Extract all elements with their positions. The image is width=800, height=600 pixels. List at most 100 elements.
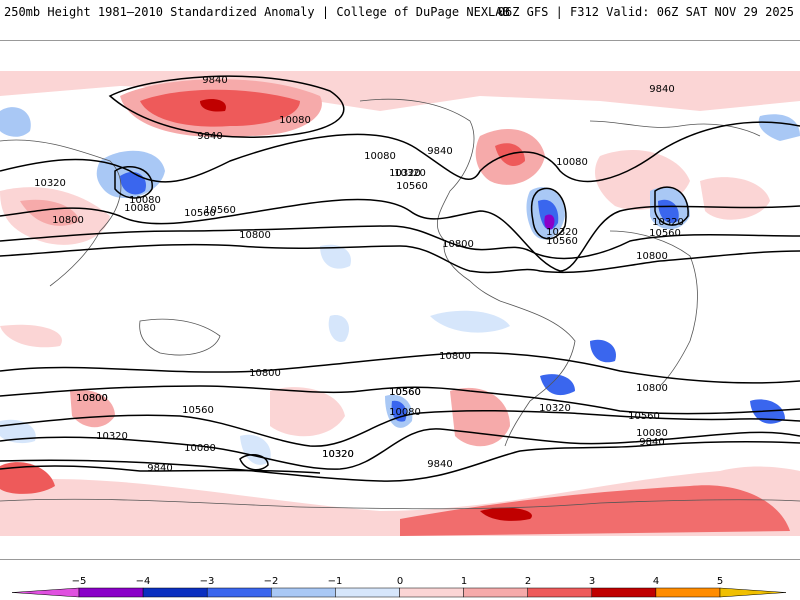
contour-label: 9840	[147, 463, 172, 474]
contour-10320-south	[0, 409, 800, 447]
contour-label: 9840	[639, 437, 664, 448]
contour-label: 10320	[546, 227, 578, 238]
contour-label: 10080	[389, 407, 421, 418]
coastlines	[0, 98, 800, 510]
contour-labels: 9840 10080 9840 10080 10320 10560 10800 …	[34, 75, 684, 474]
colorbar-ticks: −5 −4 −3 −2 −1 0 1 2 3 4 5	[72, 576, 724, 587]
colorbar-tick-label: 2	[525, 576, 531, 587]
contour-10080-south	[0, 428, 800, 470]
colorbar-swatch	[78, 587, 144, 598]
contour-label: 10320	[322, 449, 354, 460]
anomaly-antarctic-strong	[400, 485, 790, 536]
contour-closed-low-atlantic	[530, 187, 567, 240]
colorbar-swatch	[142, 587, 208, 598]
anomaly-map[interactable]: 9840 10080 9840 10080 10320 10560 10800 …	[0, 40, 800, 560]
anomaly-europe-neg2	[658, 199, 679, 223]
contour-label: 10800	[76, 393, 108, 404]
contour-label: 10800	[636, 251, 668, 262]
contour-label: 10320	[539, 403, 571, 414]
contour-9840-polar	[0, 465, 321, 474]
colorbar-swatch	[463, 587, 528, 598]
colorbar-swatch	[271, 587, 336, 598]
contour-label: 9840	[197, 131, 222, 142]
contour-label: 10800	[52, 215, 84, 226]
contour-label: 9840	[427, 459, 452, 470]
contour-9840-south	[0, 441, 800, 482]
contour-10560-south	[0, 385, 800, 415]
contour-9840-north	[108, 75, 345, 138]
anomaly-nepac-neg2	[120, 171, 146, 195]
colorbar-tick-label: −3	[200, 576, 215, 587]
contour-label: 10320	[96, 431, 128, 442]
contour-label: 10080	[279, 115, 311, 126]
anomaly-trop-5	[328, 315, 350, 342]
contour-label: 10560	[204, 205, 236, 216]
contour-label: 9840	[427, 146, 452, 157]
height-contours	[0, 75, 800, 482]
anomaly-alaska-core	[200, 99, 226, 112]
contour-label: 10800	[239, 230, 271, 241]
contour-label: 10080	[636, 428, 668, 439]
coast-south-america	[499, 300, 576, 447]
contour-label: 9840	[202, 75, 227, 86]
anomaly-antarctic-core	[480, 507, 532, 521]
contour-label: 10800	[439, 351, 471, 362]
contour-label: 9840	[649, 84, 674, 95]
anomaly-siberia-neg	[758, 114, 800, 141]
colorbar-tick-label: −1	[328, 576, 343, 587]
contour-label: 10320	[34, 178, 66, 189]
contour-label: 10080	[124, 203, 156, 214]
anomaly-asia-pos2	[20, 199, 80, 226]
map-title: 250mb Height 1981–2010 Standardized Anom…	[4, 5, 510, 19]
contour-label: 10560	[389, 387, 421, 398]
contour-10320-north	[0, 198, 800, 272]
anomaly-atlantic-core	[544, 214, 555, 230]
colorbar-tick-label: −5	[72, 576, 87, 587]
coast-north-america	[359, 98, 501, 302]
anomaly-sh-pos-4	[0, 462, 55, 494]
colorbar-swatch	[399, 587, 464, 598]
contour-label: 10320	[394, 168, 426, 179]
contour-label: 10080	[556, 157, 588, 168]
colorbar-swatches	[11, 587, 787, 598]
colorbar-tick-label: −4	[136, 576, 151, 587]
colorbar-tick-label: 0	[397, 576, 403, 587]
contour-label: 10560	[182, 405, 214, 416]
model-run-label: 06Z GFS | F312 Valid: 06Z SAT NOV 29 202…	[497, 5, 794, 19]
colorbar-arrow-high	[719, 587, 787, 598]
coast-antarctica	[0, 498, 800, 510]
anomaly-sh-neg-3	[540, 374, 575, 396]
anomaly-trop-4	[590, 339, 616, 363]
contour-label: 10320	[652, 217, 684, 228]
colorbar-swatch	[655, 587, 721, 598]
contour-label: 10320	[389, 168, 421, 179]
contour-label: 10560	[628, 411, 660, 422]
contour-label: 10320	[322, 449, 354, 460]
colorbar-tick-label: 3	[589, 576, 595, 587]
colorbar-swatch	[591, 587, 657, 598]
coast-australia	[139, 318, 221, 356]
colorbar-arrow-low	[11, 587, 80, 598]
colorbar-tick-label: 1	[461, 576, 467, 587]
contour-label: 10560	[546, 236, 578, 247]
anomaly-colorbar: −5 −4 −3 −2 −1 0 1 2 3 4 5	[11, 576, 787, 598]
contour-10080-north	[0, 121, 800, 183]
contour-label: 10560	[184, 208, 216, 219]
contour-label: 10800	[76, 393, 108, 404]
contour-10800-south	[0, 351, 800, 384]
contour-closed-low-nepac	[114, 166, 153, 199]
colorbar-tick-label: −2	[264, 576, 279, 587]
anomaly-trop-1	[320, 244, 351, 269]
contour-label: 10560	[389, 387, 421, 398]
contour-label: 10800	[249, 368, 281, 379]
contour-closed-low-europe	[654, 186, 689, 226]
colorbar-swatch	[206, 587, 272, 598]
anomaly-sh-pos-2	[270, 387, 345, 437]
anomaly-trop-3	[0, 324, 62, 348]
coast-asia	[0, 139, 122, 287]
coast-europe	[589, 120, 761, 137]
contour-label: 10800	[636, 383, 668, 394]
colorbar-tick-label: 4	[653, 576, 659, 587]
header: 250mb Height 1981–2010 Standardized Anom…	[0, 0, 800, 22]
contour-label: 10080	[184, 443, 216, 454]
